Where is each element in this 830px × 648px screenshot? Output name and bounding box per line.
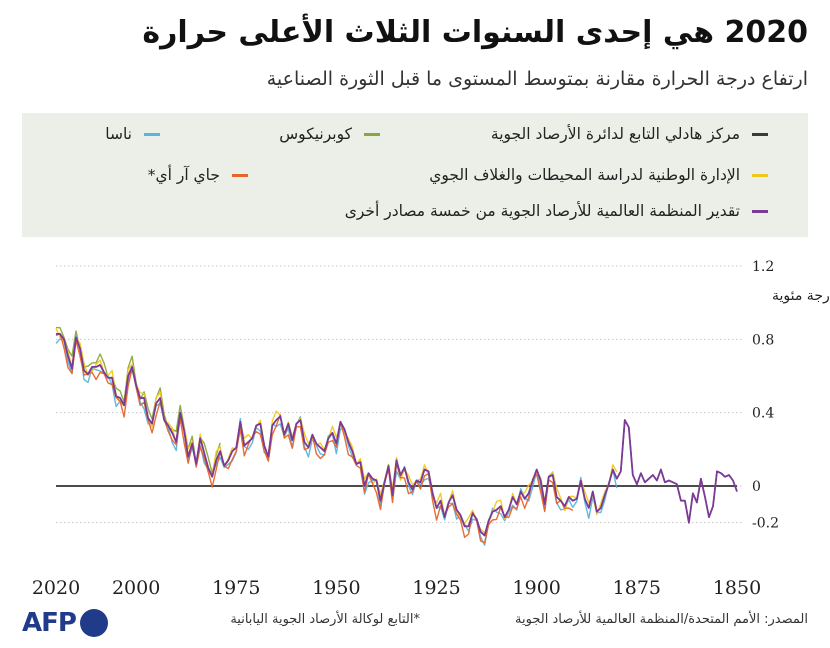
legend-label-noaa: الإدارة الوطنية لدراسة المحيطات والغلاف …: [429, 166, 740, 184]
chart-title: 2020 هي إحدى السنوات الثلاث الأعلى حرارة: [142, 15, 808, 50]
x-tick-label: 1925: [412, 577, 460, 599]
y-tick-label: -0.2: [752, 516, 779, 532]
chart-legend: مركز هادلي التابع لدائرة الأرصاد الجوية …: [22, 113, 808, 237]
y-tick-label: 1.2: [752, 259, 774, 275]
x-tick-label: 1875: [613, 577, 661, 599]
x-tick-label: 1850: [713, 577, 761, 599]
legend-label-jra: جاي آر أي*: [147, 166, 220, 184]
y-tick-label: 0.4: [752, 406, 774, 422]
series-line-5: [56, 332, 738, 537]
legend-label-copernicus: كوبرنيكوس: [279, 125, 352, 143]
afp-logo-dot-icon: [79, 609, 108, 637]
legend-label-hadley: مركز هادلي التابع لدائرة الأرصاد الجوية: [490, 125, 740, 143]
series-line-3: [55, 327, 618, 534]
legend-item-jra: جاي آر أي*: [148, 166, 248, 184]
legend-label-wmo: تقدير المنظمة العالمية للأرصاد الجوية من…: [344, 202, 740, 220]
footnote: *التابع لوكالة الأرصاد الجوية اليابانية: [230, 612, 420, 627]
legend-item-hadley: مركز هادلي التابع لدائرة الأرصاد الجوية: [491, 125, 768, 143]
chart-subtitle: ارتفاع درجة الحرارة مقارنة بمتوسط المستو…: [266, 68, 808, 90]
legend-swatch-nasa: [144, 132, 160, 136]
x-tick-label: 1975: [212, 577, 260, 599]
y-axis-unit: درجة مئوية: [772, 288, 830, 304]
y-tick-label: 0.8: [752, 332, 774, 348]
source-note: المصدر: الأمم المتحدة/المنظمة العالمية ل…: [515, 612, 808, 627]
legend-swatch-noaa: [752, 173, 768, 177]
afp-logo-text: AFP: [22, 608, 77, 638]
y-tick-label: 0: [752, 479, 761, 495]
x-tick-label: 1900: [513, 577, 561, 599]
legend-item-copernicus: كوبرنيكوس: [279, 125, 380, 143]
legend-label-nasa: ناسا: [105, 125, 132, 143]
afp-logo: AFP: [22, 607, 108, 639]
x-tick-label: 2000: [112, 577, 160, 599]
legend-swatch-copernicus: [364, 132, 380, 136]
series-line-4: [55, 332, 574, 544]
legend-item-noaa: الإدارة الوطنية لدراسة المحيطات والغلاف …: [429, 166, 768, 184]
legend-swatch-hadley: [752, 132, 768, 136]
x-tick-label: 2020: [32, 577, 80, 599]
x-tick-label: 1950: [312, 577, 360, 599]
legend-swatch-jra: [232, 173, 248, 177]
legend-swatch-wmo: [752, 209, 768, 213]
series-line-0: [56, 333, 738, 537]
legend-item-nasa: ناسا: [105, 125, 160, 143]
legend-item-wmo: تقدير المنظمة العالمية للأرصاد الجوية من…: [345, 202, 768, 220]
